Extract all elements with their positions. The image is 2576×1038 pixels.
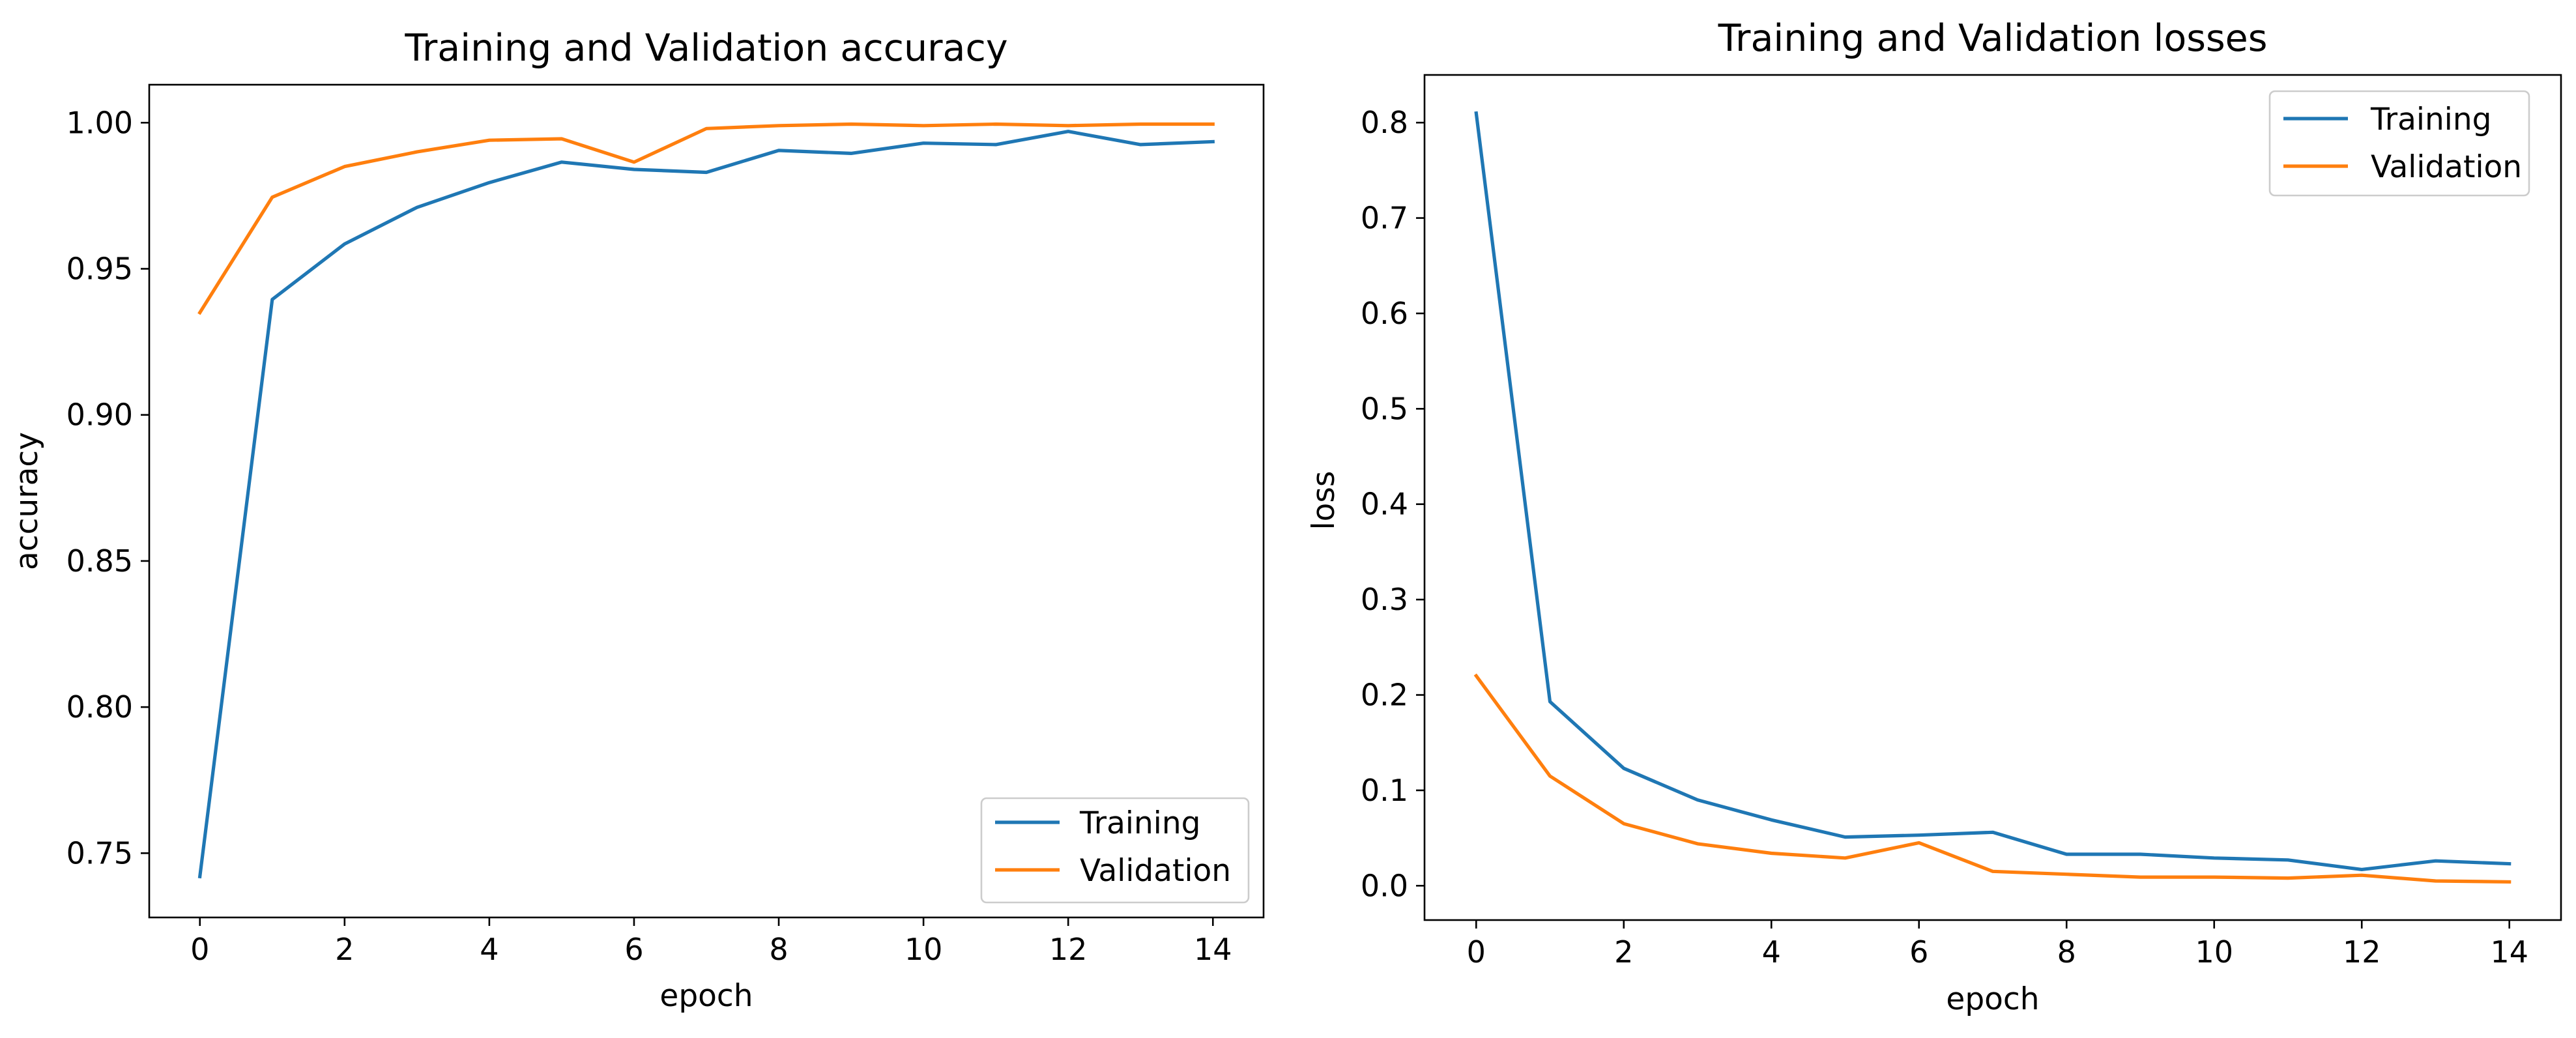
losses-legend-label-training: Training [2370,102,2491,137]
accuracy-x-tick-label: 6 [624,932,643,967]
losses-y-tick-label: 0.6 [1361,296,1408,331]
losses-x-tick-label: 2 [1614,934,1633,970]
losses-chart-title: Training and Validation losses [1718,17,2268,60]
losses-x-tick-label: 14 [2490,934,2528,970]
losses-y-axis: 0.0 0.1 0.2 0.3 0.4 0.5 0.6 0.7 0.8 [1361,105,1425,903]
losses-y-axis-label: loss [1306,471,1342,530]
accuracy-chart-title: Training and Validation accuracy [404,27,1007,70]
accuracy-x-tick-label: 12 [1049,932,1088,967]
losses-y-tick-label: 0.1 [1361,773,1408,808]
losses-x-tick-label: 8 [2057,934,2076,970]
accuracy-series-training-line [197,130,1215,879]
losses-y-tick-label: 0.0 [1361,868,1408,903]
accuracy-series-validation-line [197,122,1215,315]
accuracy-chart: 0 2 4 6 8 10 12 14 0.75 0.80 0.85 0.90 0.95 1.00 Tra… [9,27,1265,1014]
losses-x-tick-label: 12 [2343,934,2381,970]
losses-legend-label-validation: Validation [2371,149,2522,185]
accuracy-x-axis: 0 2 4 6 8 10 12 14 [190,917,1232,967]
losses-y-tick-label: 0.2 [1361,678,1408,713]
losses-y-tick-label: 0.3 [1361,582,1408,617]
accuracy-y-tick-label: 0.75 [66,835,133,871]
accuracy-y-axis-label: accuracy [9,432,45,570]
losses-x-axis-label: epoch [1946,981,2039,1017]
accuracy-y-tick-label: 0.95 [66,252,133,287]
accuracy-x-tick-label: 0 [190,932,209,967]
accuracy-x-tick-label: 4 [480,932,499,967]
losses-chart: 0 2 4 6 8 10 12 14 0.00.10.20.30.40.50.60.70.8 … [1306,17,2562,1017]
accuracy-y-tick-label: 1.00 [66,105,133,140]
losses-y-tick-label: 0.5 [1361,391,1408,426]
accuracy-x-tick-label: 2 [335,932,354,967]
losses-series-validation-line [1473,673,2511,884]
accuracy-x-axis-label: epoch [659,978,753,1014]
losses-y-tick-label: 0.4 [1361,487,1408,522]
losses-series-training-line [1474,111,2511,872]
accuracy-x-tick-label: 8 [769,932,788,967]
accuracy-x-tick-label: 14 [1194,932,1232,967]
accuracy-y-axis: 0.75 0.80 0.85 0.90 0.95 1.00 [66,105,149,871]
losses-x-tick-label: 6 [1909,934,1928,970]
losses-series-layer [1473,111,2511,884]
losses-y-tick-label: 0.8 [1361,105,1408,140]
losses-x-tick-label: 0 [1467,934,1486,970]
accuracy-legend: Training Validation [980,797,1250,904]
accuracy-x-tick-label: 10 [904,932,943,967]
accuracy-y-tick-label: 0.80 [66,689,133,725]
accuracy-y-tick-label: 0.90 [66,397,133,433]
accuracy-series-layer [197,122,1215,879]
accuracy-plot-frame [148,83,1265,919]
losses-x-axis: 0 2 4 6 8 10 12 14 [1467,920,2528,970]
accuracy-y-tick-label: 0.85 [66,543,133,579]
losses-x-tick-label: 10 [2195,934,2233,970]
losses-plot-frame [1423,74,2562,921]
accuracy-legend-label-training: Training [1079,805,1200,841]
losses-y-tick-label: 0.7 [1361,201,1408,236]
accuracy-legend-box [980,797,1250,904]
losses-legend: Training Validation [2268,90,2530,197]
accuracy-legend-label-validation: Validation [1080,853,1231,889]
losses-x-tick-label: 4 [1762,934,1781,970]
